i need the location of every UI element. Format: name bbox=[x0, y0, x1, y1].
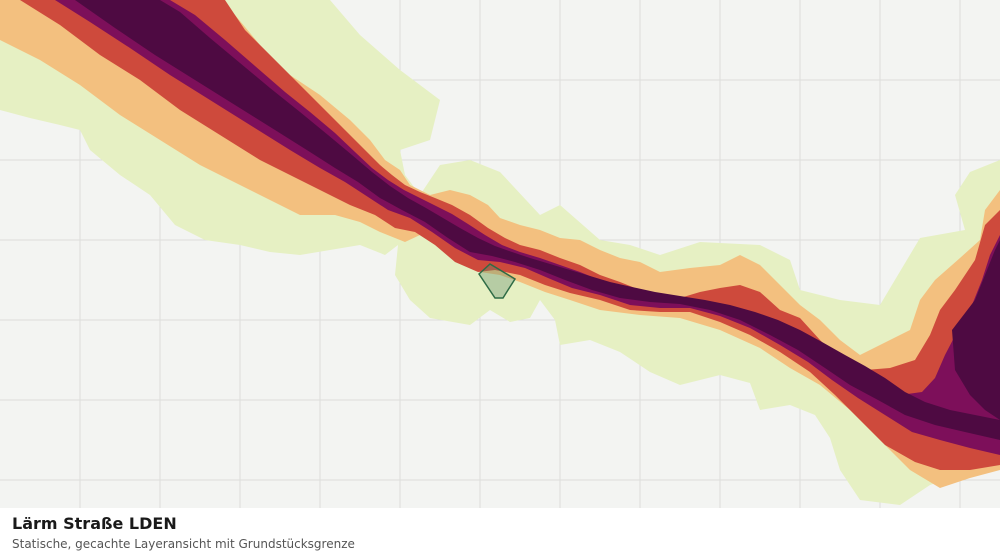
map-title: Lärm Straße LDEN bbox=[12, 514, 177, 533]
property-parcel[interactable] bbox=[478, 263, 517, 299]
noise-map-canvas bbox=[0, 0, 1000, 508]
noise-zone-class-5 bbox=[75, 0, 1000, 440]
parcel-outline[interactable] bbox=[478, 263, 517, 299]
map-caption: Lärm Straße LDEN Statische, gecachte Lay… bbox=[0, 508, 1000, 560]
noise-map[interactable] bbox=[0, 0, 1000, 508]
map-subtitle: Statische, gecachte Layeransicht mit Gru… bbox=[12, 537, 355, 551]
